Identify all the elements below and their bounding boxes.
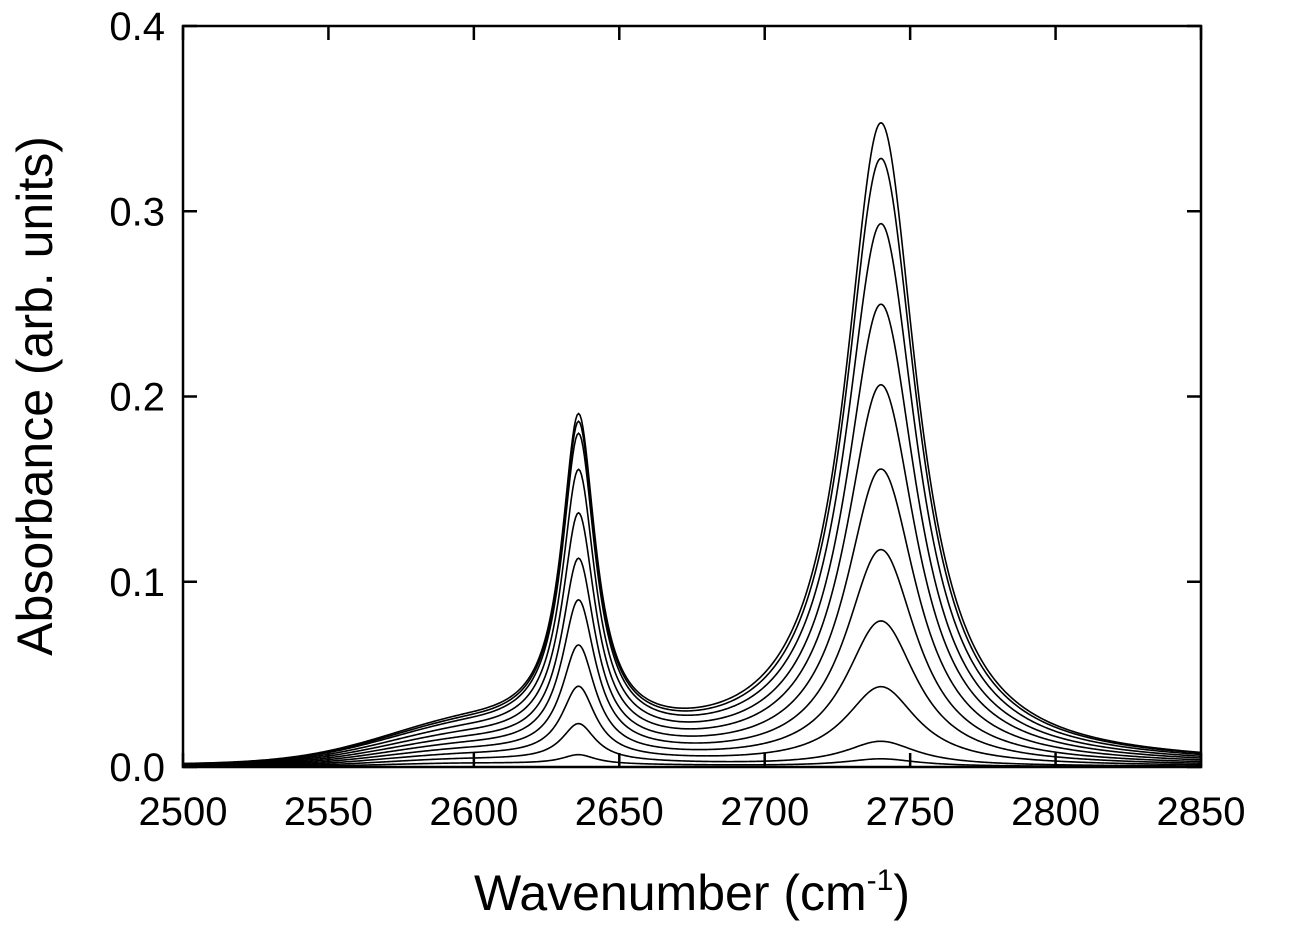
x-tick-label-4: 2650 bbox=[575, 790, 664, 834]
y-tick-labels: 0.0 0.1 0.2 0.3 0.4 bbox=[109, 5, 165, 790]
y-tick-label-1: 0.0 bbox=[109, 746, 165, 790]
y-axis-title: Absorbance (arb. units) bbox=[7, 136, 63, 656]
x-tick-label-2: 2550 bbox=[284, 790, 373, 834]
x-tick-label-6: 2750 bbox=[866, 790, 955, 834]
x-tick-label-3: 2600 bbox=[429, 790, 518, 834]
series-line-7 bbox=[182, 383, 1202, 766]
series-line-11 bbox=[182, 121, 1202, 765]
x-tick-labels: 2500 2550 2600 2650 2700 2750 2800 2850 bbox=[139, 790, 1246, 834]
y-tick-label-4: 0.3 bbox=[109, 190, 165, 234]
x-tick-label-7: 2800 bbox=[1011, 790, 1100, 834]
series-line-4 bbox=[182, 620, 1202, 767]
x-tick-label-5: 2700 bbox=[720, 790, 809, 834]
y-tick-label-5: 0.4 bbox=[109, 5, 165, 49]
series-line-3 bbox=[182, 685, 1202, 768]
series-line-8 bbox=[182, 303, 1202, 766]
x-tick-label-1: 2500 bbox=[139, 790, 228, 834]
y-tick-label-3: 0.2 bbox=[109, 376, 165, 420]
x-axis-title-main: Wavenumber (cm bbox=[474, 865, 867, 921]
series-line-10 bbox=[182, 157, 1202, 765]
tick-layer bbox=[181, 24, 1203, 769]
x-axis-title-superscript: -1 bbox=[867, 864, 894, 897]
y-tick-label-2: 0.1 bbox=[109, 561, 165, 605]
x-tick-label-8: 2850 bbox=[1157, 790, 1246, 834]
series-line-9 bbox=[182, 222, 1202, 765]
x-axis-title: Wavenumber (cm-1) bbox=[474, 864, 910, 921]
series-line-5 bbox=[182, 548, 1202, 767]
series-line-2 bbox=[182, 722, 1201, 768]
plot-frame bbox=[181, 24, 1203, 769]
series-layer bbox=[182, 121, 1202, 768]
x-axis-title-close: ) bbox=[893, 865, 910, 921]
series-line-6 bbox=[182, 468, 1202, 767]
